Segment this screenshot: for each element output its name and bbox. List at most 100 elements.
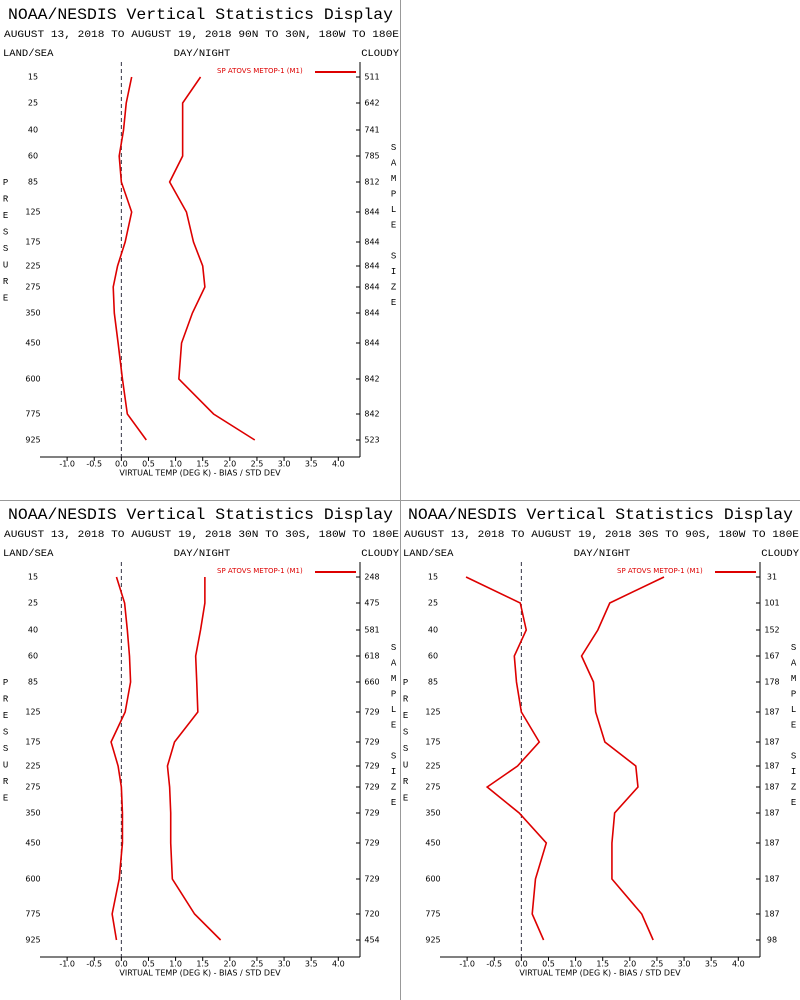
y-axis-label: PRESSURE — [401, 678, 411, 810]
x-tick-label: 4.0 — [732, 960, 745, 969]
sample-size: 741 — [364, 126, 379, 135]
sample-size: 248 — [364, 573, 379, 582]
right-label: CLOUDY — [361, 48, 400, 60]
sample-size: 844 — [364, 309, 379, 318]
x-tick-label: -1.0 — [59, 960, 75, 969]
x-tick-label: 1.0 — [169, 460, 182, 469]
y-tick-label: 85 — [28, 678, 38, 687]
series-line — [166, 577, 222, 941]
sample-size: 187 — [764, 839, 779, 848]
x-tick-label: 1.0 — [169, 960, 182, 969]
title: NOAA/NESDIS Vertical Statistics Display — [8, 506, 393, 524]
sample-size: 844 — [364, 262, 379, 271]
sample-size: 729 — [364, 708, 379, 717]
x-tick-label: 1.0 — [569, 960, 582, 969]
y-tick-label: 25 — [28, 99, 38, 108]
sample-size: 167 — [764, 652, 779, 661]
y-tick-label: 350 — [425, 809, 440, 818]
y-tick-label: 175 — [425, 738, 440, 747]
y-tick-label: 15 — [428, 573, 438, 582]
sample-size: 642 — [364, 99, 379, 108]
y-tick-label: 600 — [425, 875, 440, 884]
sample-size: 618 — [364, 652, 379, 661]
x-tick-label: 3.0 — [278, 460, 291, 469]
chart-panel: NOAA/NESDIS Vertical Statistics Display A… — [1, 506, 400, 977]
y-tick-label: 925 — [425, 936, 440, 945]
y-tick-label: 25 — [428, 599, 438, 608]
sample-size: 187 — [764, 762, 779, 771]
x-tick-label: -0.5 — [486, 960, 502, 969]
subtitle: AUGUST 13, 2018 TO AUGUST 19, 2018 30S T… — [404, 529, 799, 541]
x-tick-label: 2.0 — [223, 460, 236, 469]
y-tick-label: 15 — [28, 73, 38, 82]
x-tick-label: 3.0 — [278, 960, 291, 969]
sample-size: 729 — [364, 738, 379, 747]
x-tick-label: 0.5 — [142, 960, 155, 969]
y-tick-label: 225 — [25, 762, 40, 771]
sample-size: 511 — [364, 73, 379, 82]
sample-size: 720 — [364, 910, 379, 919]
x-tick-label: 3.5 — [305, 960, 318, 969]
subtitle: AUGUST 13, 2018 TO AUGUST 19, 2018 90N T… — [4, 29, 399, 41]
sample-size: 729 — [364, 839, 379, 848]
series-line — [168, 76, 256, 441]
sample-size: 152 — [764, 626, 779, 635]
y-tick-label: 60 — [28, 652, 38, 661]
y-tick-label: 60 — [428, 652, 438, 661]
y2-axis-label: SAMPLE SIZE — [789, 643, 799, 814]
x-tick-label: 0.0 — [515, 960, 528, 969]
sample-size: 475 — [364, 599, 379, 608]
legend-label: SP ATOVS METOP-1 (M1) — [617, 567, 703, 575]
sample-size: 842 — [364, 410, 379, 419]
title: NOAA/NESDIS Vertical Statistics Display — [8, 6, 393, 24]
x-tick-label: 4.0 — [332, 460, 345, 469]
sample-size: 785 — [364, 152, 379, 161]
center-label: DAY/NIGHT — [174, 48, 231, 60]
x-tick-label: 2.0 — [623, 960, 636, 969]
y-tick-label: 40 — [28, 126, 38, 135]
sample-size: 187 — [764, 738, 779, 747]
y-tick-label: 15 — [28, 573, 38, 582]
y-tick-label: 175 — [25, 238, 40, 247]
x-tick-label: 3.0 — [678, 960, 691, 969]
x-tick-label: 0.5 — [142, 460, 155, 469]
y-tick-label: 775 — [25, 910, 40, 919]
y2-axis-label: SAMPLE SIZE — [389, 143, 399, 314]
y-tick-label: 25 — [28, 599, 38, 608]
sample-size: 812 — [364, 178, 379, 187]
y-tick-label: 925 — [25, 936, 40, 945]
sample-size: 454 — [364, 936, 379, 945]
x-tick-label: 3.5 — [705, 960, 718, 969]
y-tick-label: 125 — [25, 708, 40, 717]
x-axis-label: VIRTUAL TEMP (DEG K) - BIAS / STD DEV — [119, 969, 281, 978]
y-tick-label: 225 — [25, 262, 40, 271]
sample-size: 178 — [764, 678, 779, 687]
subtitle: AUGUST 13, 2018 TO AUGUST 19, 2018 30N T… — [4, 529, 399, 541]
sample-size: 523 — [364, 436, 379, 445]
series-line — [580, 576, 665, 941]
y-tick-label: 125 — [425, 708, 440, 717]
x-tick-label: 2.5 — [651, 960, 664, 969]
x-tick-label: -0.5 — [86, 460, 102, 469]
x-tick-label: -1.0 — [59, 460, 75, 469]
sample-size: 187 — [764, 910, 779, 919]
x-tick-label: 2.5 — [251, 460, 264, 469]
y-tick-label: 275 — [425, 783, 440, 792]
series-line — [110, 576, 132, 941]
title: NOAA/NESDIS Vertical Statistics Display — [408, 506, 793, 524]
legend-label: SP ATOVS METOP-1 (M1) — [217, 67, 303, 75]
left-label: LAND/SEA — [403, 548, 454, 560]
y-tick-label: 125 — [25, 208, 40, 217]
y-tick-label: 350 — [25, 809, 40, 818]
y-tick-label: 40 — [28, 626, 38, 635]
series-line — [112, 76, 147, 441]
x-tick-label: 0.0 — [115, 960, 128, 969]
y-axis-label: PRESSURE — [1, 678, 11, 810]
sample-size: 660 — [364, 678, 379, 687]
y-tick-label: 60 — [28, 152, 38, 161]
y-tick-label: 600 — [25, 875, 40, 884]
y-tick-label: 450 — [425, 839, 440, 848]
center-label: DAY/NIGHT — [174, 548, 231, 560]
